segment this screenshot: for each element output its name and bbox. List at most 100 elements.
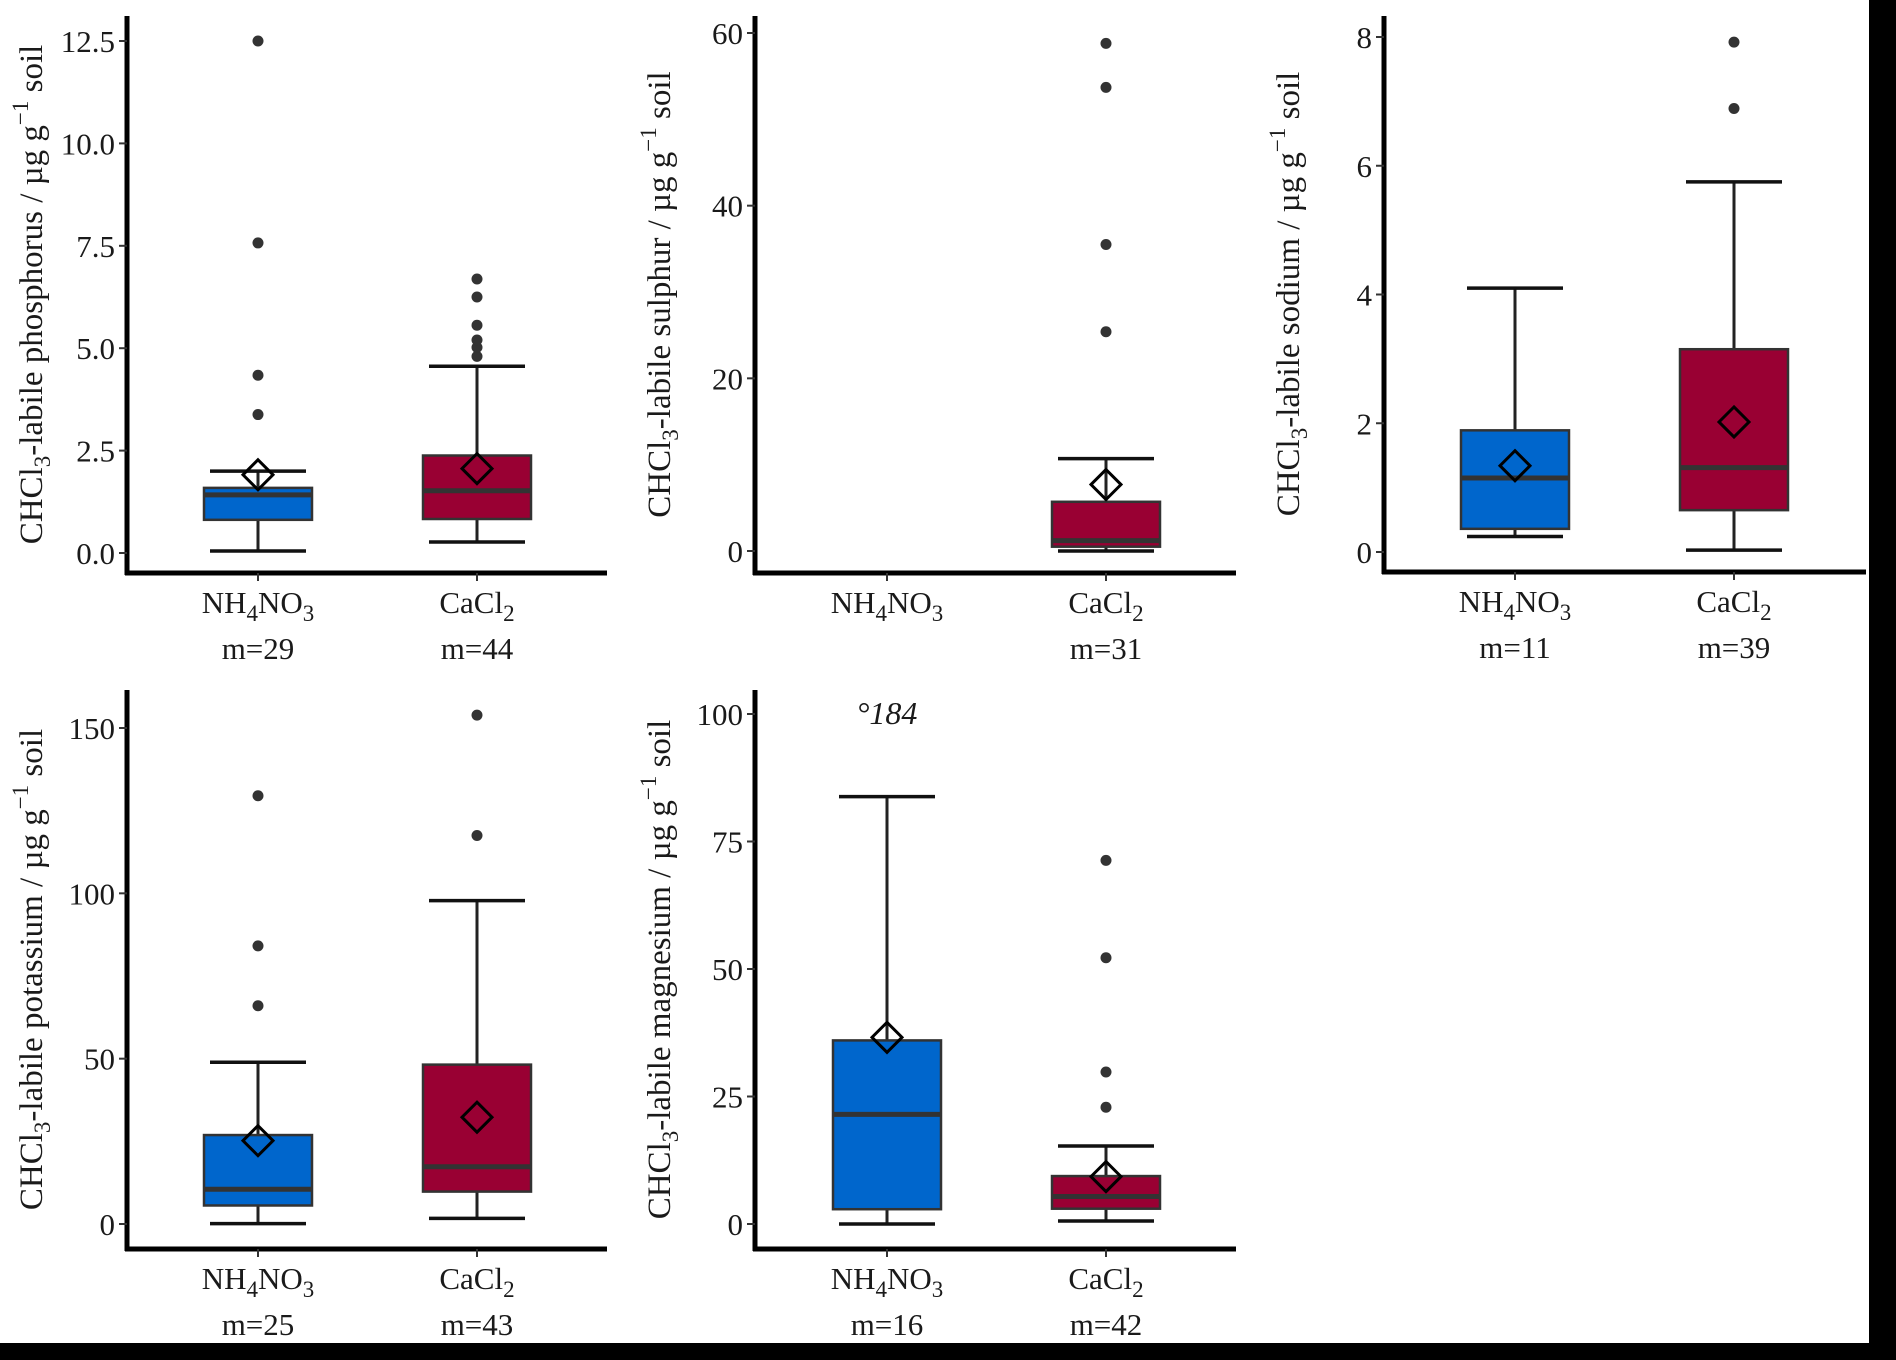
- outlier-point: [471, 350, 483, 362]
- x-category-label: NH4NO3: [202, 585, 315, 626]
- y-title-superscript: −1: [1265, 128, 1290, 152]
- outlier-point: [252, 237, 264, 249]
- box-NH4NO3: [202, 790, 314, 1226]
- sample-count-label: m=39: [1698, 630, 1771, 665]
- y-title-part: -labile sodium / µg g: [1271, 152, 1307, 428]
- outlier-point: [1100, 239, 1112, 251]
- outlier-point: [471, 291, 483, 303]
- outlier-point: [1100, 326, 1112, 338]
- y-title-subscript: 3: [1287, 428, 1312, 440]
- outlier-point: [252, 1000, 264, 1012]
- x-category-label: CaCl2: [439, 585, 514, 626]
- y-title-part: -labile potassium / µg g: [14, 809, 50, 1121]
- sample-count-label: m=16: [851, 1307, 924, 1342]
- y-tick-label: 100: [69, 876, 116, 911]
- y-tick-label: 12.5: [61, 24, 115, 59]
- mean-marker: [1088, 467, 1124, 502]
- mean-marker: [459, 1100, 495, 1135]
- mean-marker: [1088, 1159, 1124, 1194]
- panel-3: 0 2 4 6 8 CHCl3-labile sodium / µg g−1 soil NH…: [1265, 16, 1866, 665]
- outlier-point: [1100, 1066, 1112, 1078]
- y-title-part: CHCl: [1271, 439, 1307, 516]
- x-category-label: CaCl2: [1068, 1261, 1143, 1302]
- mean-marker: [240, 1123, 276, 1158]
- x-category-label: NH4NO3: [202, 1261, 315, 1302]
- iqr-box: [421, 454, 533, 521]
- box-NH4NO3: [202, 35, 314, 553]
- y-tick-label: 50: [712, 952, 743, 987]
- x-category-label: CaCl2: [439, 1261, 514, 1302]
- y-axis-title: CHCl3-labile magnesium / µg g−1 soil: [636, 720, 683, 1220]
- sample-count-label: m=29: [222, 631, 295, 666]
- y-tick-label: 0: [728, 534, 744, 569]
- y-title-part: CHCl: [14, 467, 50, 544]
- outlier-point: [1100, 952, 1112, 964]
- iqr-box: [831, 1039, 943, 1211]
- y-tick-label: 40: [712, 189, 743, 224]
- outlier-point: [252, 409, 264, 421]
- y-tick-label: 0.0: [76, 536, 115, 571]
- outlier-point: [1100, 1101, 1112, 1113]
- sample-count-label: m=43: [441, 1307, 514, 1342]
- y-title-part: CHCl: [642, 441, 678, 518]
- outlier-point: [1100, 37, 1112, 49]
- y-title-subscript: 3: [658, 1131, 683, 1143]
- y-title-part: soil: [14, 45, 50, 101]
- outlier-point: [471, 273, 483, 285]
- y-title-part: CHCl: [14, 1133, 50, 1210]
- sample-count-label: m=25: [222, 1307, 295, 1342]
- outlier-point: [252, 35, 264, 47]
- y-title-superscript: −1: [8, 785, 33, 809]
- y-title-superscript: −1: [8, 101, 33, 125]
- mean-marker: [869, 1020, 905, 1055]
- y-tick-label: 20: [712, 361, 743, 396]
- outlier-point: [1728, 102, 1740, 114]
- mean-marker: [1497, 448, 1533, 483]
- y-tick-label: 0: [728, 1207, 744, 1242]
- iqr-box: [421, 1063, 533, 1193]
- y-axis-title: CHCl3-labile potassium / µg g−1 soil: [8, 729, 55, 1210]
- sample-count-label: m=11: [1479, 630, 1550, 665]
- y-axis-title: CHCl3-labile sulphur / µg g−1 soil: [636, 71, 683, 517]
- mean-marker: [459, 451, 495, 486]
- y-title-part: soil: [14, 729, 50, 785]
- y-tick-label: 2.5: [76, 434, 115, 469]
- x-category-label: NH4NO3: [831, 1261, 944, 1302]
- x-category-label: CaCl2: [1696, 584, 1771, 625]
- box-CaCl2: [421, 709, 533, 1221]
- y-tick-label: 5.0: [76, 331, 115, 366]
- outlier-point: [1100, 81, 1112, 93]
- panel-5: 0 25 50 75 100 CHCl3-labile magnesium / µg g−…: [636, 690, 1236, 1342]
- box-NH4NO3: [831, 794, 943, 1226]
- panel-2: 0 20 40 60 CHCl3-labile sulphur / µg g−1 soi…: [636, 16, 1236, 666]
- iqr-box: [1678, 347, 1790, 512]
- y-title-subscript: 3: [30, 1122, 55, 1134]
- y-tick-label: 10.0: [61, 126, 115, 161]
- y-tick-label: 6: [1357, 149, 1373, 184]
- iqr-box: [202, 1133, 314, 1207]
- y-tick-label: 8: [1357, 20, 1373, 55]
- outlier-point: [471, 334, 483, 346]
- outlier-point: [252, 940, 264, 952]
- panel-4: 0 50 100 150 CHCl3-labile potassium / µg g−1…: [8, 690, 607, 1342]
- y-title-subscript: 3: [30, 456, 55, 468]
- outlier-point: [1100, 854, 1112, 866]
- y-tick-label: 60: [712, 16, 743, 51]
- outlier-point: [252, 790, 264, 802]
- y-axis-title: CHCl3-labile sodium / µg g−1 soil: [1265, 72, 1312, 517]
- x-category-label: NH4NO3: [831, 585, 944, 626]
- y-title-part: soil: [1271, 72, 1307, 128]
- outlier-point: [471, 319, 483, 331]
- y-title-part: -labile sulphur / µg g: [642, 152, 678, 429]
- y-tick-label: 7.5: [76, 229, 115, 264]
- x-category-label: NH4NO3: [1459, 584, 1572, 625]
- box-NH4NO3: [1459, 286, 1571, 539]
- y-tick-label: 150: [69, 711, 116, 746]
- offscale-annotation: °184: [857, 695, 918, 731]
- y-tick-label: 25: [712, 1080, 743, 1115]
- y-tick-label: 0: [100, 1207, 116, 1242]
- y-tick-label: 2: [1357, 406, 1373, 441]
- y-tick-label: 100: [697, 697, 744, 732]
- sample-count-label: m=44: [441, 631, 514, 666]
